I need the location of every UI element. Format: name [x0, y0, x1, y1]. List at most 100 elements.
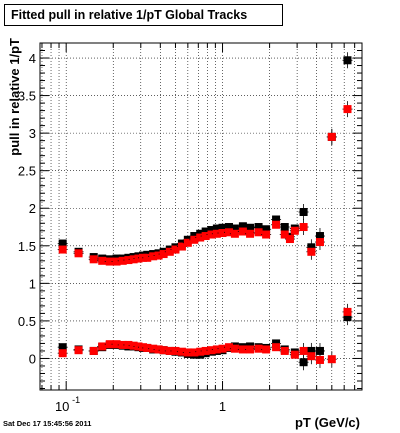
red-marker [124, 340, 133, 349]
red-marker [124, 256, 133, 265]
red-marker [224, 228, 233, 237]
red-marker [254, 344, 263, 353]
red-marker [129, 341, 138, 350]
y-tick-label: 2.5 [18, 164, 36, 179]
y-tick-label: 3.5 [18, 89, 36, 104]
red-marker [307, 352, 316, 361]
x-tick-label-exponent: -1 [72, 395, 80, 405]
grid-lines [40, 43, 362, 390]
tick-labels: 0 0.5 1 1.5 2 2.5 3 3.5 4 10 -1 1 [18, 51, 226, 414]
red-marker [207, 230, 216, 239]
red-marker [118, 340, 127, 349]
red-marker [129, 255, 138, 264]
red-marker [89, 346, 98, 355]
axis-ticks [40, 42, 362, 390]
red-marker [105, 340, 114, 349]
red-marker [183, 348, 192, 357]
red-marker [218, 344, 227, 353]
red-marker [238, 345, 247, 354]
red-marker [196, 233, 205, 242]
red-marker [230, 229, 239, 238]
y-tick-label: 1.5 [18, 239, 36, 254]
red-marker [112, 257, 121, 266]
red-marker [143, 343, 152, 352]
black-marker [58, 239, 67, 248]
red-marker [177, 242, 186, 251]
red-marker [154, 345, 163, 354]
black-marker [246, 223, 255, 232]
black-marker [299, 207, 308, 216]
red-marker [280, 230, 289, 239]
black-marker [58, 343, 67, 352]
red-marker [183, 238, 192, 247]
red-marker [315, 238, 324, 247]
red-marker [190, 348, 199, 357]
red-marker [98, 256, 107, 265]
black-marker [207, 226, 216, 235]
y-tick-label: 4 [29, 51, 36, 66]
red-marker [218, 229, 227, 238]
black-marker [262, 225, 271, 234]
red-marker [246, 229, 255, 238]
y-axis-label: pull in relative 1/pT [7, 38, 22, 156]
x-axis-label: pT (GeV/c) [295, 415, 360, 430]
red-marker [89, 255, 98, 264]
black-marker [238, 222, 247, 231]
red-marker [285, 235, 294, 244]
red-marker [272, 343, 281, 352]
red-marker [98, 342, 107, 351]
red-marker [315, 355, 324, 364]
red-marker [224, 343, 233, 352]
black-marker [299, 358, 308, 367]
red-marker [196, 347, 205, 356]
black-marker [212, 224, 221, 233]
red-marker [327, 355, 336, 364]
data-points [57, 52, 353, 371]
red-marker [272, 220, 281, 229]
red-marker [74, 249, 83, 258]
black-marker [230, 224, 239, 233]
red-marker [299, 346, 308, 355]
red-marker [201, 346, 210, 355]
red-marker [112, 340, 121, 349]
black-marker [280, 223, 289, 232]
red-marker [238, 227, 247, 236]
y-tick-label: 1 [29, 276, 36, 291]
plot-frame [39, 42, 363, 391]
red-marker [299, 223, 308, 232]
red-marker [171, 245, 180, 254]
red-marker [343, 307, 352, 316]
red-marker [165, 346, 174, 355]
red-marker [134, 254, 143, 263]
red-marker [149, 344, 158, 353]
red-marker [254, 228, 263, 237]
red-marker [230, 344, 239, 353]
red-marker [246, 345, 255, 354]
red-marker [159, 346, 168, 355]
black-marker [272, 215, 281, 224]
y-tick-label: 3 [29, 126, 36, 141]
red-marker [177, 347, 186, 356]
red-marker [171, 346, 180, 355]
black-marker [201, 227, 210, 236]
red-marker [165, 247, 174, 256]
red-marker [212, 345, 221, 354]
x-tick-label: 10 [55, 399, 69, 414]
black-marker [343, 56, 352, 65]
black-marker [218, 223, 227, 232]
black-marker [224, 223, 233, 232]
y-tick-label: 0 [29, 351, 36, 366]
red-marker [74, 346, 83, 355]
red-marker [327, 132, 336, 141]
x-tick-label: 1 [219, 399, 226, 414]
red-marker [159, 250, 168, 259]
red-marker [134, 342, 143, 351]
timestamp: Sat Dec 17 15:45:56 2011 [3, 419, 92, 428]
red-marker [201, 232, 210, 241]
red-marker [290, 350, 299, 359]
red-marker [262, 345, 271, 354]
red-marker [343, 105, 352, 114]
black-marker [254, 223, 263, 232]
red-marker [143, 253, 152, 262]
red-marker [58, 349, 67, 358]
